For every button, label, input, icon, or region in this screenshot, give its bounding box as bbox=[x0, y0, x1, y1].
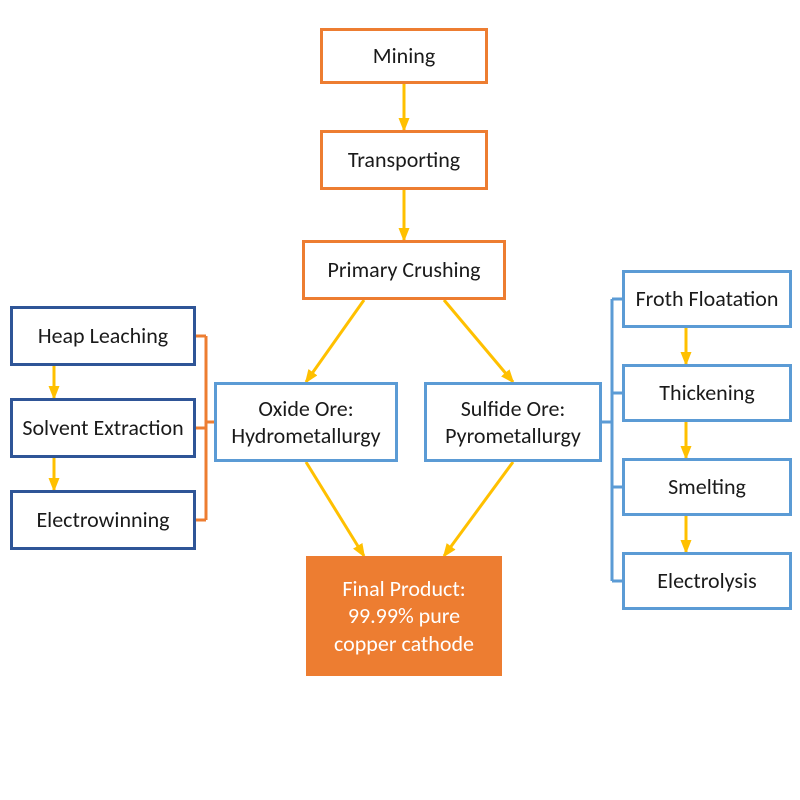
node-final: Final Product:99.99% purecopper cathode bbox=[306, 556, 502, 676]
node-froth: Froth Floatation bbox=[622, 270, 792, 328]
node-heap: Heap Leaching bbox=[10, 306, 196, 366]
node-crushing: Primary Crushing bbox=[302, 240, 506, 300]
node-electrowin: Electrowinning bbox=[10, 490, 196, 550]
node-thicken: Thickening bbox=[622, 364, 792, 422]
node-solvent: Solvent Extraction bbox=[10, 398, 196, 458]
node-transporting: Transporting bbox=[320, 130, 488, 190]
node-electrolysis: Electrolysis bbox=[622, 552, 792, 610]
node-mining: Mining bbox=[320, 28, 488, 84]
flowchart-canvas: Mining Transporting Primary Crushing Oxide … bbox=[0, 0, 800, 800]
node-smelting: Smelting bbox=[622, 458, 792, 516]
node-sulfide: Sulfide Ore:Pyrometallurgy bbox=[424, 382, 602, 462]
node-oxide: Oxide Ore:Hydrometallurgy bbox=[214, 382, 398, 462]
